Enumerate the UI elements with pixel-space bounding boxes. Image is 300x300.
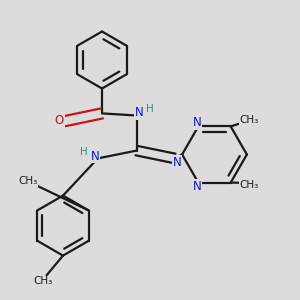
Text: CH₃: CH₃ [239,115,259,125]
Text: CH₃: CH₃ [239,179,259,190]
Text: CH₃: CH₃ [18,176,38,186]
Text: O: O [55,114,64,128]
Text: CH₃: CH₃ [34,276,53,286]
Text: N: N [90,149,99,163]
Text: N: N [192,180,201,193]
Text: H: H [80,147,87,158]
Text: N: N [135,106,144,119]
Text: N: N [192,116,201,129]
Text: H: H [146,104,154,114]
Text: N: N [172,156,182,169]
